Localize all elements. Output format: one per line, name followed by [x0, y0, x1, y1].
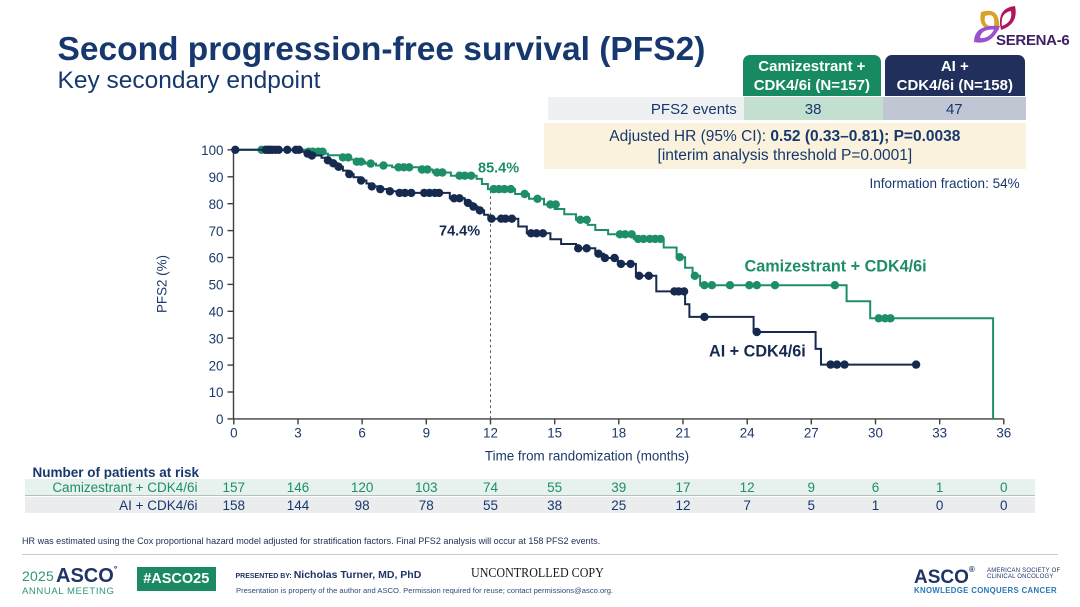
svg-text:70: 70 — [209, 224, 224, 239]
svg-text:27: 27 — [804, 426, 819, 441]
svg-text:15: 15 — [547, 426, 562, 441]
svg-text:Time from randomization (month: Time from randomization (months) — [485, 449, 689, 464]
svg-text:80: 80 — [209, 197, 224, 212]
svg-text:18: 18 — [611, 426, 626, 441]
svg-text:30: 30 — [868, 426, 883, 441]
svg-text:21: 21 — [676, 426, 691, 441]
svg-text:85.4%: 85.4% — [478, 161, 519, 177]
svg-text:60: 60 — [209, 251, 224, 266]
svg-text:40: 40 — [209, 305, 224, 320]
svg-text:100: 100 — [201, 143, 223, 158]
svg-text:36: 36 — [996, 426, 1011, 441]
svg-text:50: 50 — [209, 278, 224, 293]
svg-text:90: 90 — [209, 170, 224, 185]
svg-text:Camizestrant + CDK4/6i: Camizestrant + CDK4/6i — [745, 258, 927, 276]
svg-text:PFS2 (%): PFS2 (%) — [155, 255, 170, 313]
svg-text:6: 6 — [358, 426, 365, 441]
svg-text:10: 10 — [209, 385, 224, 400]
svg-text:74.4%: 74.4% — [439, 224, 480, 240]
svg-text:SERENA-6: SERENA-6 — [996, 32, 1069, 48]
svg-text:12: 12 — [483, 426, 498, 441]
svg-text:20: 20 — [209, 358, 224, 373]
svg-text:24: 24 — [740, 426, 755, 441]
svg-text:0: 0 — [230, 426, 237, 441]
svg-text:0: 0 — [216, 412, 223, 427]
svg-text:AI + CDK4/6i: AI + CDK4/6i — [709, 343, 806, 361]
svg-text:9: 9 — [423, 426, 430, 441]
svg-text:3: 3 — [294, 426, 301, 441]
svg-text:33: 33 — [932, 426, 947, 441]
svg-text:30: 30 — [209, 331, 224, 346]
